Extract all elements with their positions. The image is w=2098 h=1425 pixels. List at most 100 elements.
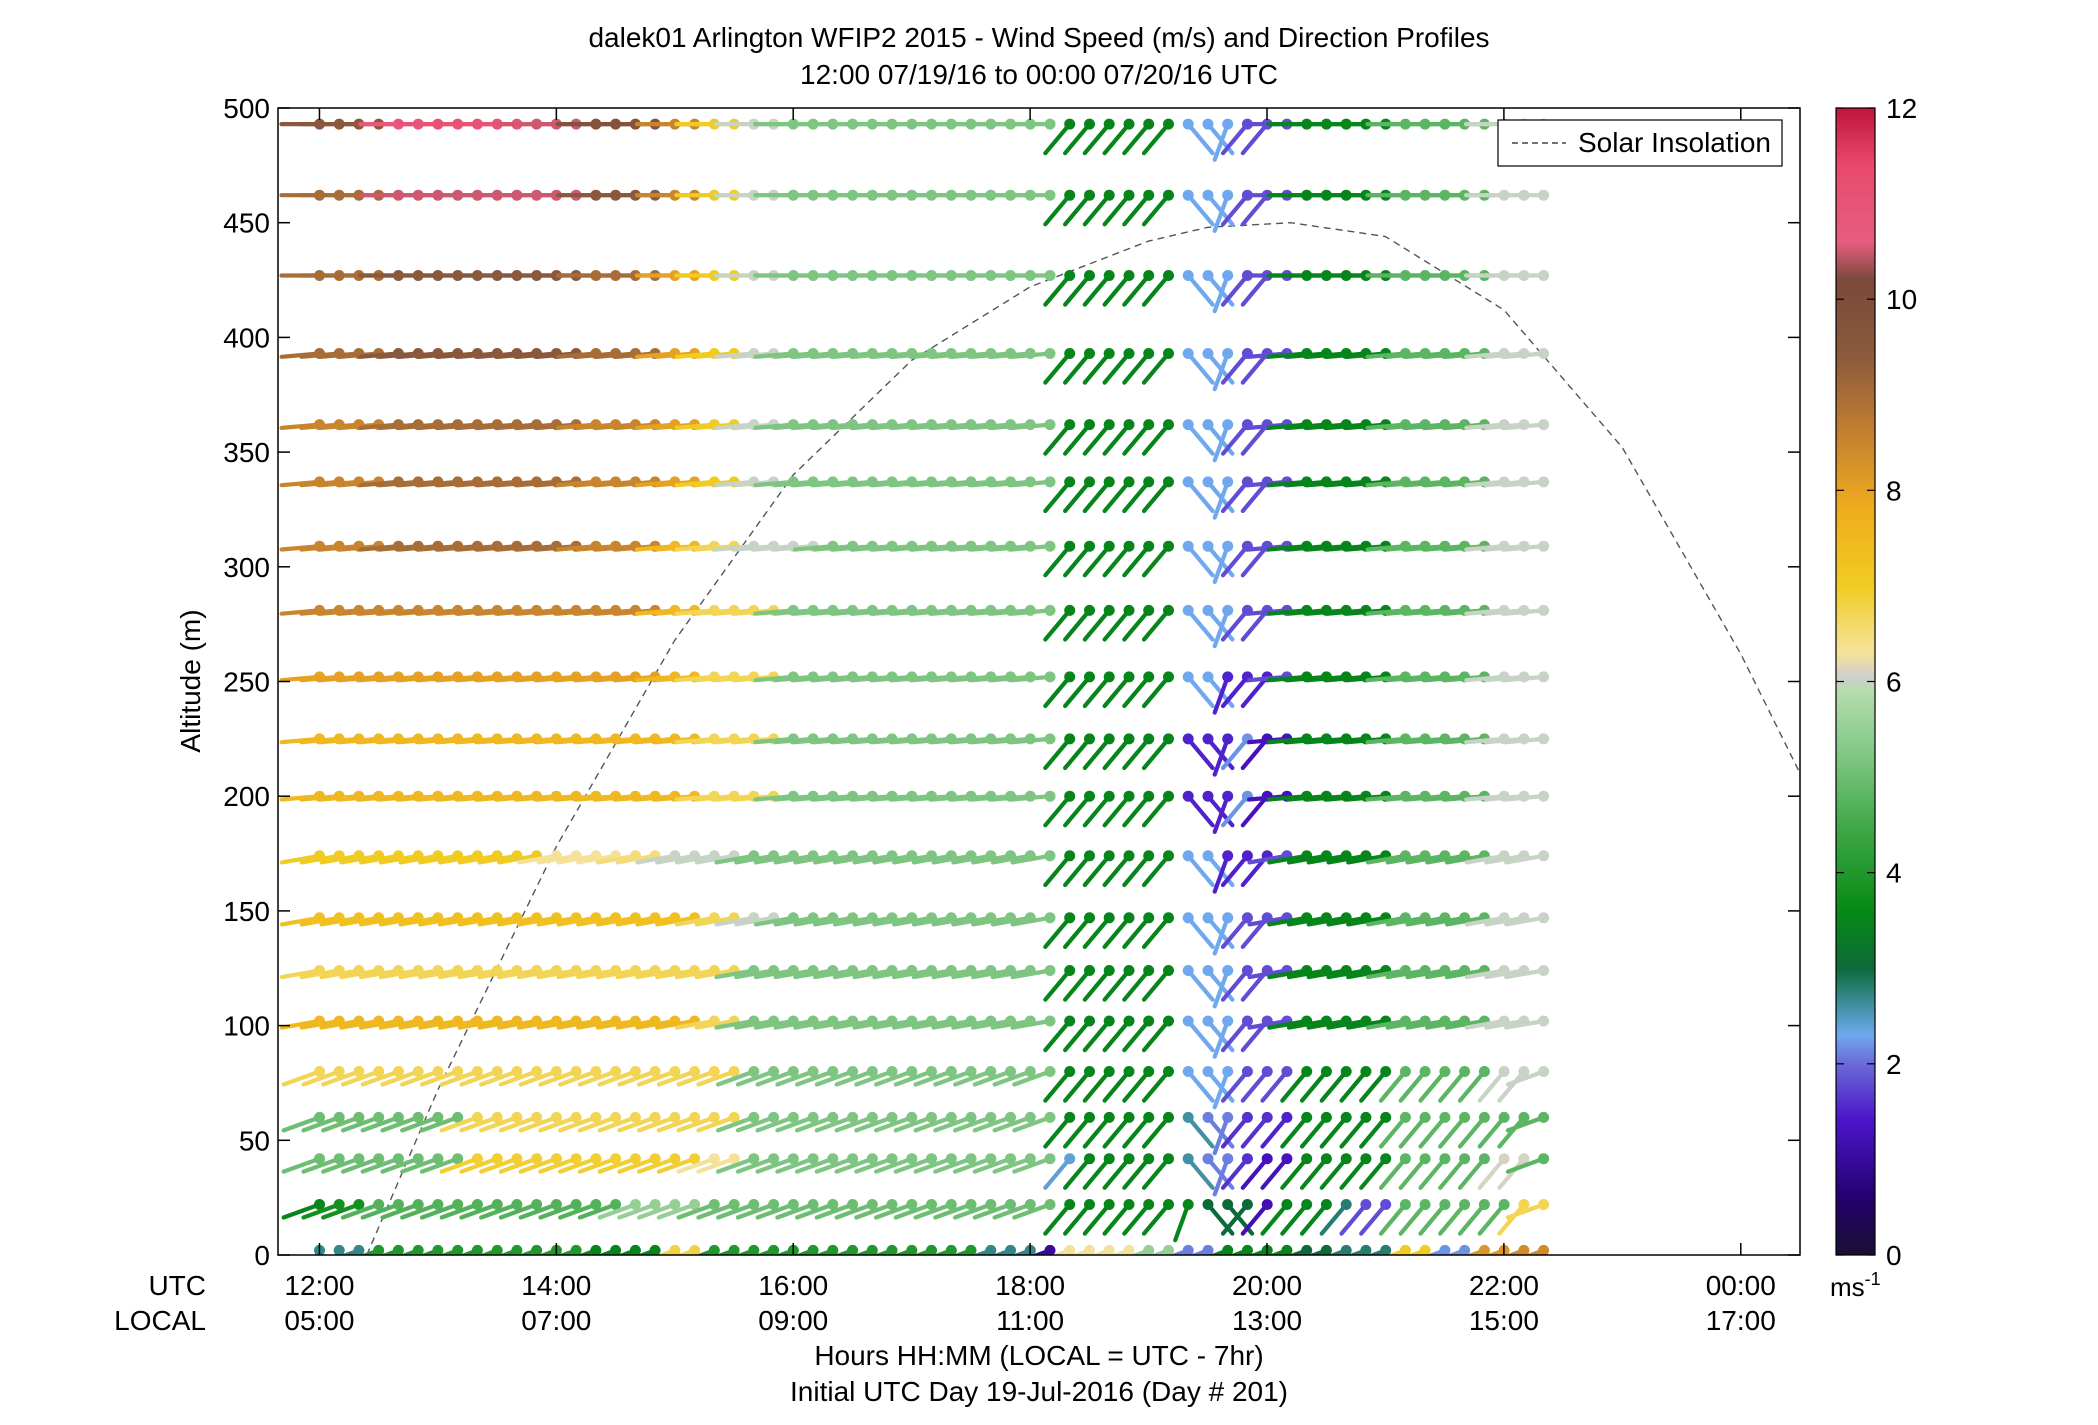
wind-barb xyxy=(913,1156,954,1174)
wind-barb xyxy=(1062,853,1092,888)
wind-barb xyxy=(1503,608,1546,616)
colorbar-tick-label: 10 xyxy=(1886,284,1917,315)
wind-barb xyxy=(1062,1069,1092,1103)
wind-barb-dot xyxy=(1163,270,1174,281)
wind-barb xyxy=(497,915,539,927)
wind-barb xyxy=(279,915,322,927)
wind-barb xyxy=(1012,1156,1053,1174)
wind-barb-dot xyxy=(1005,1153,1016,1165)
wind-barb xyxy=(1220,193,1250,227)
wind-barb-dot xyxy=(1123,189,1135,201)
wind-barb xyxy=(1240,1202,1270,1236)
wind-barb-dot xyxy=(1241,1153,1253,1165)
wind-barb xyxy=(675,1248,697,1255)
wind-barb-dot xyxy=(1103,1244,1115,1255)
wind-barb xyxy=(577,1248,599,1255)
wind-barb-dot xyxy=(708,1066,720,1077)
wind-barb-dot xyxy=(1202,912,1214,924)
wind-barb xyxy=(1122,674,1151,709)
wind-barb xyxy=(439,1115,480,1133)
wind-barb xyxy=(576,915,618,927)
wind-barb xyxy=(576,1018,618,1030)
wind-barb xyxy=(398,968,440,980)
wind-barb-dot xyxy=(1163,965,1174,976)
wind-barb-dot xyxy=(926,1153,937,1165)
wind-barb xyxy=(1240,1115,1270,1149)
wind-barb xyxy=(695,1248,717,1255)
wind-barb xyxy=(952,1202,993,1220)
wind-barb-dot xyxy=(1380,1153,1392,1165)
wind-barb xyxy=(437,968,480,980)
y-tick-label: 100 xyxy=(223,1011,270,1042)
wind-barb-dot xyxy=(1123,118,1135,130)
wind-barb-dot xyxy=(1222,348,1234,359)
wind-barb-dot xyxy=(471,1111,483,1123)
wind-barb xyxy=(1212,193,1230,233)
wind-barb xyxy=(1141,674,1171,709)
wind-barb-dot xyxy=(1064,348,1076,359)
wind-barb-dot xyxy=(866,1199,878,1210)
wind-barb xyxy=(1010,853,1053,865)
wind-barb xyxy=(1212,968,1230,1009)
wind-barb-dot xyxy=(1320,1111,1332,1123)
wind-barb xyxy=(834,1202,875,1220)
wind-barb xyxy=(1359,1115,1388,1149)
wind-barb xyxy=(360,1115,401,1133)
wind-barb-dot xyxy=(590,1153,602,1165)
wind-barb xyxy=(1043,1115,1072,1149)
wind-barb-dot xyxy=(965,1244,977,1255)
wind-barb-dot xyxy=(847,1199,859,1210)
wind-barb-dot xyxy=(1084,270,1095,281)
wind-barb xyxy=(1438,1069,1467,1103)
wind-barb-dot xyxy=(1064,1244,1076,1255)
wind-barb-dot xyxy=(412,1111,424,1123)
wind-barb xyxy=(854,1156,895,1174)
wind-barb-dot xyxy=(689,1111,701,1123)
wind-barb xyxy=(1009,422,1053,430)
wind-barb-dot xyxy=(1498,1111,1510,1123)
wind-barb xyxy=(299,1018,342,1030)
colorbar-tick-label: 6 xyxy=(1886,667,1902,698)
wind-barb xyxy=(1445,1248,1467,1255)
wind-barb xyxy=(1043,674,1072,709)
wind-barb xyxy=(1122,1115,1151,1149)
wind-barb xyxy=(1248,1248,1270,1255)
wind-barb xyxy=(1186,193,1215,227)
wind-barb xyxy=(1220,544,1250,578)
wind-barb-dot xyxy=(471,1066,483,1077)
wind-barb xyxy=(773,915,816,927)
wind-barb-dot xyxy=(866,1111,878,1123)
wind-barb xyxy=(696,1115,737,1133)
wind-barb xyxy=(832,1018,875,1030)
wind-barb xyxy=(992,1156,1033,1174)
wind-barb xyxy=(992,1069,1033,1087)
wind-barb-dot xyxy=(1241,1111,1253,1123)
x-tick-label-local: 15:00 xyxy=(1469,1305,1539,1336)
wind-barb-dot xyxy=(669,1066,681,1077)
wind-barb xyxy=(556,915,599,927)
wind-barb xyxy=(1220,968,1250,1002)
x-tick-label-local: 05:00 xyxy=(284,1305,354,1336)
wind-barb xyxy=(1212,1018,1230,1059)
wind-barb xyxy=(773,853,816,865)
wind-barb xyxy=(1378,1156,1408,1190)
wind-barb xyxy=(1497,1156,1527,1190)
wind-barb xyxy=(951,915,993,927)
wind-barb xyxy=(1220,422,1250,456)
wind-barb-dot xyxy=(491,1066,503,1077)
wind-barb-dot xyxy=(1143,1111,1155,1123)
wind-barb xyxy=(281,1115,322,1133)
wind-barb xyxy=(773,1018,816,1030)
wind-barb xyxy=(556,968,599,980)
wind-barb xyxy=(339,853,381,865)
wind-barb xyxy=(340,1069,381,1087)
wind-barb xyxy=(1009,608,1053,616)
wind-barb xyxy=(1365,1018,1408,1030)
wind-barb-dot xyxy=(1064,419,1076,431)
wind-barb xyxy=(1212,1115,1230,1156)
wind-barb-dot xyxy=(1518,1199,1530,1210)
x-tick-label-utc: 14:00 xyxy=(521,1270,591,1301)
wind-barb-dot xyxy=(1163,1199,1174,1210)
wind-barb-dot xyxy=(1241,1066,1253,1077)
wind-barb-dot xyxy=(1518,1244,1530,1255)
